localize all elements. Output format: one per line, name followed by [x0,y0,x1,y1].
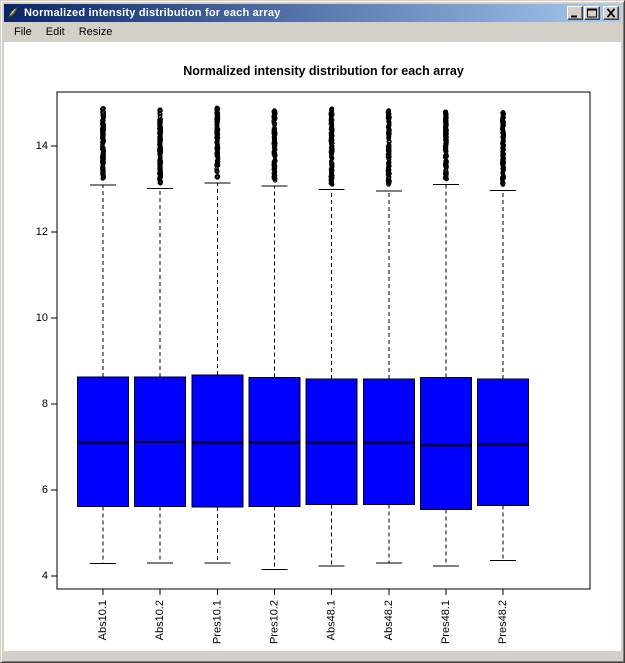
svg-text:Pres10.2: Pres10.2 [268,600,280,644]
titlebar[interactable]: Normalized intensity distribution for ea… [4,4,621,22]
close-button[interactable] [603,6,619,20]
feather-icon [7,6,18,19]
plot-device-area: Normalized intensity distribution for ea… [4,42,621,651]
svg-text:Pres48.1: Pres48.1 [440,600,452,644]
maximize-icon [587,8,597,18]
svg-text:Pres10.1: Pres10.1 [211,600,223,644]
svg-text:4: 4 [42,570,48,582]
maximize-button[interactable] [584,6,600,20]
menubar: File Edit Resize [4,22,621,42]
close-icon [606,8,616,18]
svg-text:Abs10.2: Abs10.2 [154,600,166,640]
svg-text:Abs10.1: Abs10.1 [97,600,109,640]
window-title: Normalized intensity distribution for ea… [24,7,281,19]
svg-text:Abs48.1: Abs48.1 [326,600,338,640]
svg-text:10: 10 [36,312,48,324]
svg-text:6: 6 [42,484,48,496]
menu-item-file[interactable]: File [14,26,32,38]
svg-text:12: 12 [36,226,48,238]
minimize-icon [571,15,577,18]
menu-item-resize[interactable]: Resize [78,26,113,38]
svg-text:Normalized intensity distribut: Normalized intensity distribution for ea… [183,64,464,78]
svg-text:14: 14 [36,140,48,152]
menu-item-edit[interactable]: Edit [45,26,65,38]
minimize-button[interactable] [567,6,583,20]
svg-text:Abs48.2: Abs48.2 [383,600,395,640]
window-controls [566,6,619,20]
svg-text:Pres48.2: Pres48.2 [497,600,509,644]
boxplot-chart: Normalized intensity distribution for ea… [36,64,591,644]
svg-text:8: 8 [42,398,48,410]
